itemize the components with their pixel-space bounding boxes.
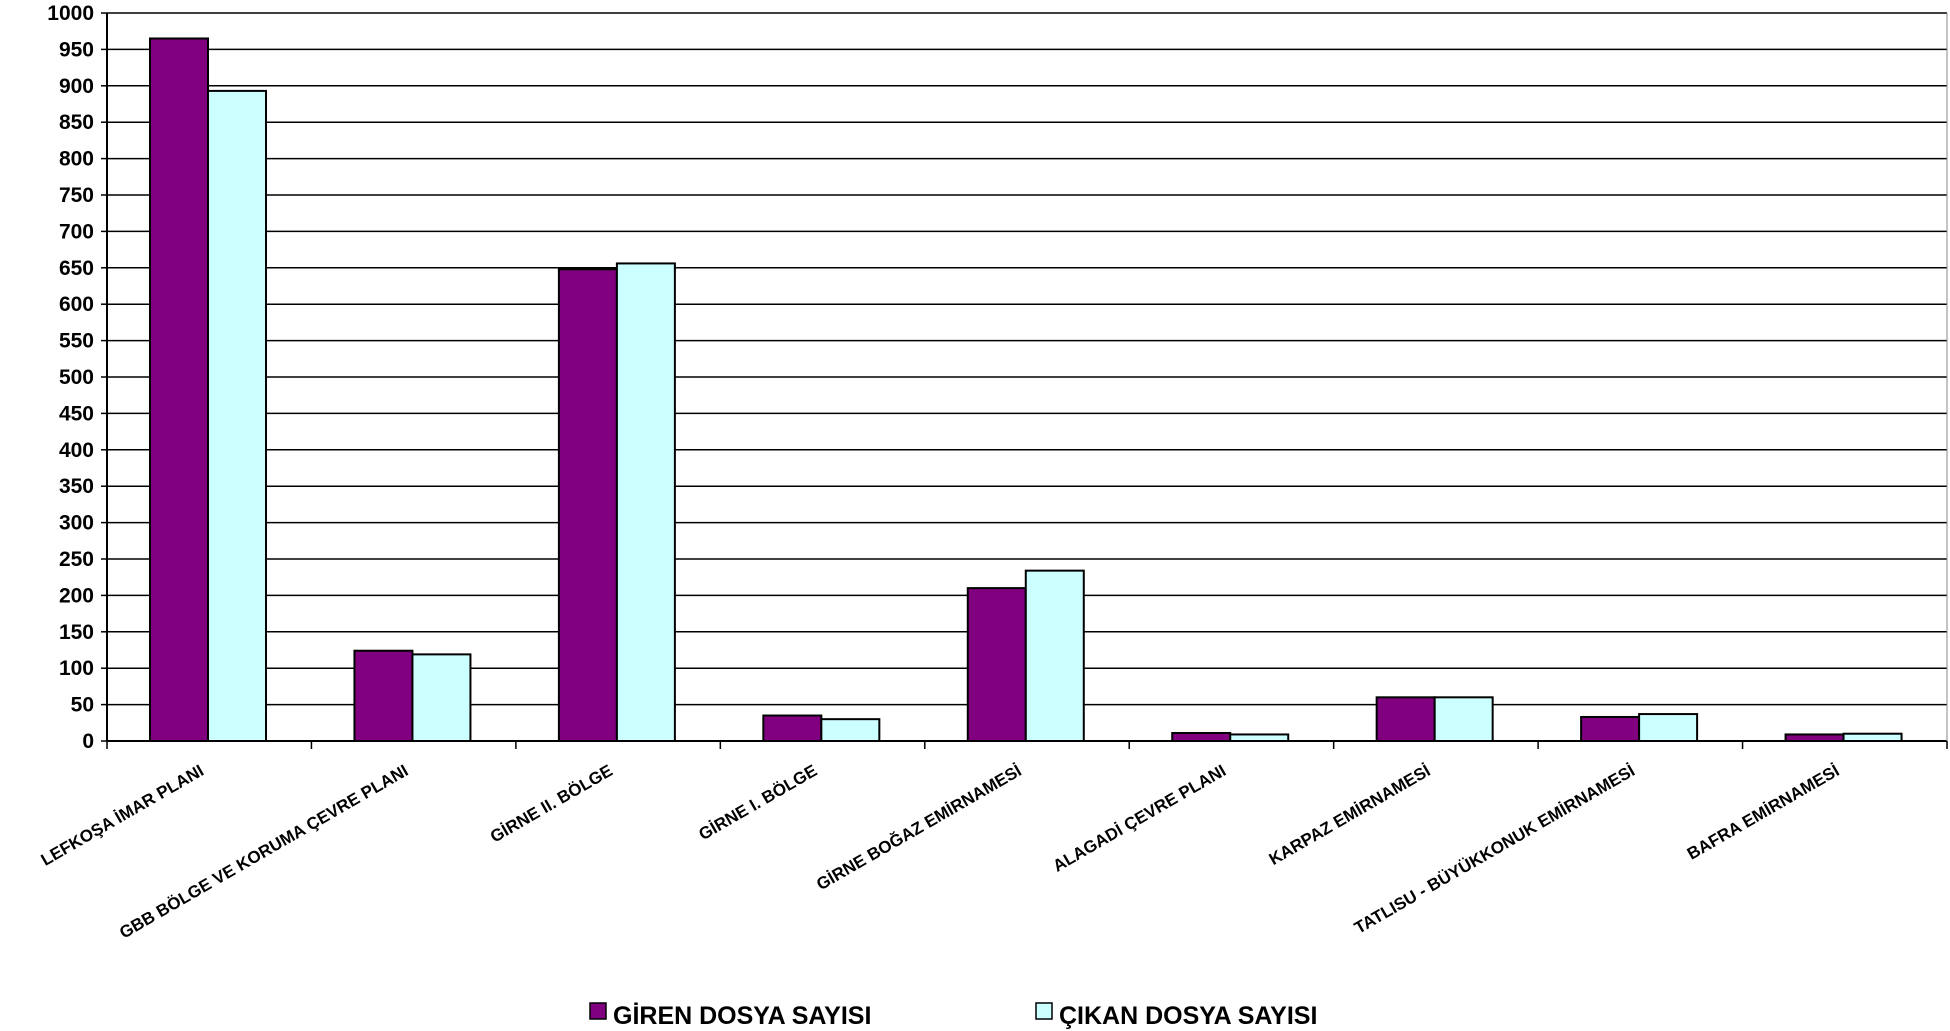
- x-tick-label: GİRNE II. BÖLGE: [487, 761, 616, 846]
- bar-cikan: [1024, 569, 1085, 743]
- y-tick-label: 0: [82, 730, 94, 753]
- bar-cikan: [411, 653, 472, 742]
- y-tick-label: 400: [59, 439, 94, 462]
- bar-giren: [762, 714, 823, 743]
- y-tick-label: 250: [59, 548, 94, 571]
- y-tick-label: 550: [59, 330, 94, 353]
- x-tick-label: BAFRA EMİRNAMESİ: [1684, 761, 1843, 864]
- y-tick-label: 600: [59, 293, 94, 316]
- y-tick-label: 150: [59, 621, 94, 644]
- bar-giren: [966, 587, 1027, 742]
- y-tick-label: 450: [59, 402, 94, 425]
- legend-swatch-giren: [589, 1002, 607, 1020]
- bar-giren: [353, 649, 414, 743]
- bar-cikan: [1638, 713, 1699, 743]
- y-tick-label: 50: [71, 694, 94, 717]
- x-tick-label: GİRNE BOĞAZ EMİRNAMESİ: [813, 761, 1025, 894]
- x-tick-label: GİRNE I. BÖLGE: [695, 761, 820, 844]
- x-tick-label: ALAGADİ ÇEVRE PLANI: [1050, 761, 1230, 876]
- axes: [106, 13, 1948, 742]
- y-tick-label: 750: [59, 184, 94, 207]
- y-tick-label: 500: [59, 366, 94, 389]
- bar-cikan: [820, 718, 881, 742]
- legend-label-cikan: ÇIKAN DOSYA SAYISI: [1059, 1002, 1317, 1030]
- y-tick-label: 700: [59, 220, 94, 243]
- legend-swatch-cikan: [1035, 1002, 1053, 1020]
- legend-label-giren: GİREN DOSYA SAYISI: [613, 1002, 871, 1030]
- x-tick-label: KARPAZ EMİRNAMESİ: [1266, 761, 1434, 869]
- y-tick-label: 350: [59, 475, 94, 498]
- bar-cikan: [615, 262, 676, 742]
- bar-giren: [557, 268, 618, 742]
- y-tick-label: 100: [59, 657, 94, 680]
- y-tick-label: 800: [59, 148, 94, 171]
- y-tick-label: 300: [59, 512, 94, 535]
- bar-giren: [1171, 731, 1232, 743]
- y-tick-label: 650: [59, 257, 94, 280]
- y-tick-label: 950: [59, 38, 94, 61]
- bar-cikan: [207, 89, 267, 742]
- bars: [149, 37, 1903, 743]
- bar-giren: [1375, 696, 1436, 743]
- bar-cikan: [1433, 696, 1494, 743]
- bar-giren: [149, 37, 209, 743]
- bar-cikan: [1842, 732, 1903, 742]
- y-tick-label: 900: [59, 75, 94, 98]
- y-tick-label: 1000: [47, 2, 94, 25]
- legend: GİREN DOSYA SAYISI ÇIKAN DOSYA SAYISI: [589, 1002, 1317, 1030]
- y-tick-label: 850: [59, 111, 94, 134]
- y-tick-labels: 0 50 100 150 200 250 300 350 400 450 500 550 600 650 7…: [47, 2, 94, 753]
- x-tick-label: LEFKOŞA İMAR PLANI: [38, 761, 207, 870]
- y-tick-label: 200: [59, 584, 94, 607]
- bar-giren: [1580, 715, 1641, 743]
